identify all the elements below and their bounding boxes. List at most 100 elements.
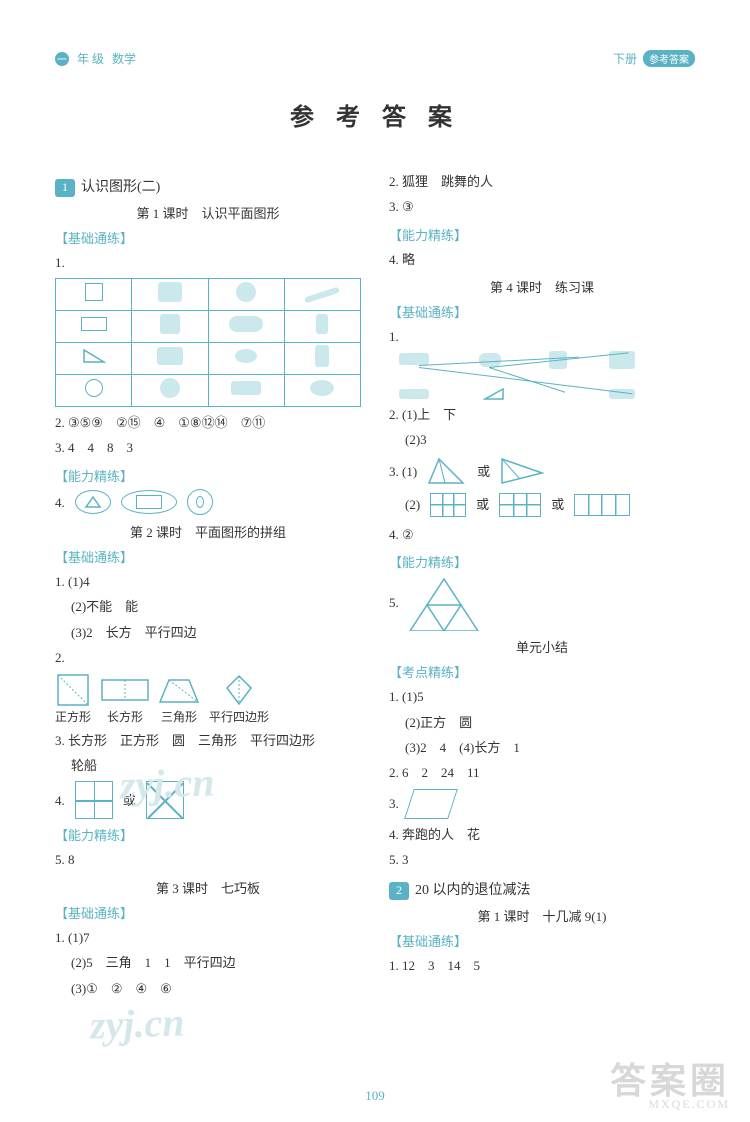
header-left: 一 年 级 数学	[55, 50, 136, 67]
unit2-heading: 2 20 以内的退位减法	[389, 879, 695, 900]
q4b-label: 4.	[55, 789, 65, 812]
q2b-label: 2.	[55, 646, 361, 669]
shape-label-c: 三角形	[161, 710, 197, 724]
q1b-2: (2)不能 能	[55, 595, 361, 618]
unit1-title: 认识图形(二)	[81, 176, 160, 196]
shape-label-b: 长方形	[107, 710, 143, 724]
oval-triangle	[75, 490, 111, 514]
r-q3: 3. ③	[389, 195, 695, 218]
shape-classify-table	[55, 278, 361, 407]
r-q2: 2. 狐狸 跳舞的人	[389, 170, 695, 193]
subject-label: 数学	[112, 50, 136, 67]
unit1-heading: 1 认识图形(二)	[55, 176, 361, 197]
q3d-1-label: 3. (1)	[389, 460, 417, 483]
ability4-tag: 【能力精练】	[389, 552, 695, 571]
ability1-tag: 【能力精练】	[55, 466, 361, 485]
q5d-row: 5.	[389, 575, 695, 631]
table-row	[56, 342, 361, 374]
basic5-tag: 【基础通练】	[389, 931, 695, 950]
k3-row: 3.	[389, 789, 695, 819]
k5: 5. 3	[389, 848, 695, 871]
oval-rectangle	[121, 490, 177, 514]
lesson4-label: 第 4 课时 练习课	[389, 277, 695, 296]
grid-2x2b-icon	[430, 493, 466, 517]
oval-circle	[187, 489, 213, 515]
book-icon	[157, 347, 183, 365]
q1b-3: (3)2 长方 平行四边	[55, 621, 361, 644]
triangle-split-1	[427, 455, 467, 487]
basic3-tag: 【基础通练】	[55, 903, 361, 922]
watermark-2: zyj.cn	[89, 998, 185, 1048]
eraser-icon	[231, 381, 261, 395]
page-number: 109	[365, 1088, 385, 1104]
q1d-label: 1.	[389, 325, 695, 348]
q4d: 4. ②	[389, 523, 695, 546]
k1-1: 1. (1)5	[389, 685, 695, 708]
q3d-or3: 或	[551, 493, 564, 516]
basic1-tag: 【基础通练】	[55, 228, 361, 247]
basic2-tag: 【基础通练】	[55, 547, 361, 566]
k2: 2. 6 2 24 11	[389, 761, 695, 784]
unit2-title: 20 以内的退位减法	[415, 879, 531, 899]
content-columns: 1 认识图形(二) 第 1 课时 认识平面图形 【基础通练】 1.	[55, 168, 695, 1002]
table-row	[56, 278, 361, 310]
corner-watermark-sub: MXQE.COM	[648, 1097, 730, 1112]
q2b-shapes: 正方形 长方形 三角形 平行四边形	[55, 674, 361, 725]
lesson2-label: 第 2 课时 平面图形的拼组	[55, 522, 361, 541]
shape-tri-item: 三角形	[159, 674, 199, 725]
basic4-tag: 【基础通练】	[389, 302, 695, 321]
k1-2: (2)正方 圆	[389, 711, 695, 734]
shape-square-item: 正方形	[55, 674, 91, 725]
ball-icon	[236, 282, 256, 302]
tape-icon	[310, 380, 334, 396]
keypoint-tag: 【考点精练】	[389, 662, 695, 681]
square-x-icon	[146, 781, 184, 819]
q3d-or2: 或	[476, 493, 489, 516]
shape-label-d: 平行四边形	[209, 710, 269, 724]
bottle-icon	[315, 345, 329, 367]
q3b-2: 轮船	[55, 754, 361, 777]
sphere-icon	[160, 378, 180, 398]
unit1-number: 1	[55, 179, 75, 197]
matching-diagram	[389, 351, 695, 401]
q4b-or: 或	[123, 789, 136, 812]
k1-3: (3)2 4 (4)长方 1	[389, 736, 695, 759]
pencil-icon	[304, 287, 340, 304]
lesson3-label: 第 3 课时 七巧板	[55, 878, 361, 897]
page: 一 年 级 数学 下册 参考答案 参 考 答 案 1 认识图形(二) 第 1 课…	[0, 0, 750, 1122]
fan-icon	[235, 349, 257, 363]
answer-pill: 参考答案	[643, 50, 695, 67]
table-row	[56, 374, 361, 406]
shape-rect-item: 长方形	[101, 674, 149, 725]
q1c-1: 1. (1)7	[55, 926, 361, 949]
circle-icon	[85, 379, 103, 397]
q3b-1: 3. 长方形 正方形 圆 三角形 平行四边形	[55, 729, 361, 752]
q4-shapes: 4.	[55, 489, 361, 516]
q2d-2: (2)3	[389, 428, 695, 451]
q2-answer: 2. ③⑤⑨ ②⑮ ④ ①⑧⑫⑭ ⑦⑪	[55, 411, 361, 434]
table-row	[56, 310, 361, 342]
square-icon	[85, 283, 103, 301]
biscuit-icon	[229, 316, 263, 332]
grid-2x2-icon	[75, 781, 113, 819]
ability2-tag: 【能力精练】	[55, 825, 361, 844]
q5d-label: 5.	[389, 591, 399, 614]
triangle-pyramid-icon	[409, 575, 479, 631]
lesson1-label: 第 1 课时 认识平面图形	[55, 203, 361, 222]
ability3-tag: 【能力精练】	[389, 225, 695, 244]
dice-icon	[160, 314, 180, 334]
q1c-3: (3)① ② ④ ⑥	[55, 977, 361, 1000]
q4b-row: 4. 或	[55, 781, 361, 819]
grid-2x3-icon	[499, 493, 541, 517]
parallelogram-icon	[404, 789, 458, 819]
header-right: 下册 参考答案	[613, 50, 695, 67]
q3-answer: 3. 4 4 8 3	[55, 436, 361, 459]
volume-label: 下册	[613, 50, 637, 67]
q3d-1-row: 3. (1) 或	[389, 455, 695, 487]
cube-icon	[158, 282, 182, 302]
shape-para-item: 平行四边形	[209, 674, 269, 725]
k4: 4. 奔跑的人 花	[389, 823, 695, 846]
glue-icon	[316, 314, 328, 334]
shape-label-a: 正方形	[55, 710, 91, 724]
q1b-1: 1. (1)4	[55, 570, 361, 593]
